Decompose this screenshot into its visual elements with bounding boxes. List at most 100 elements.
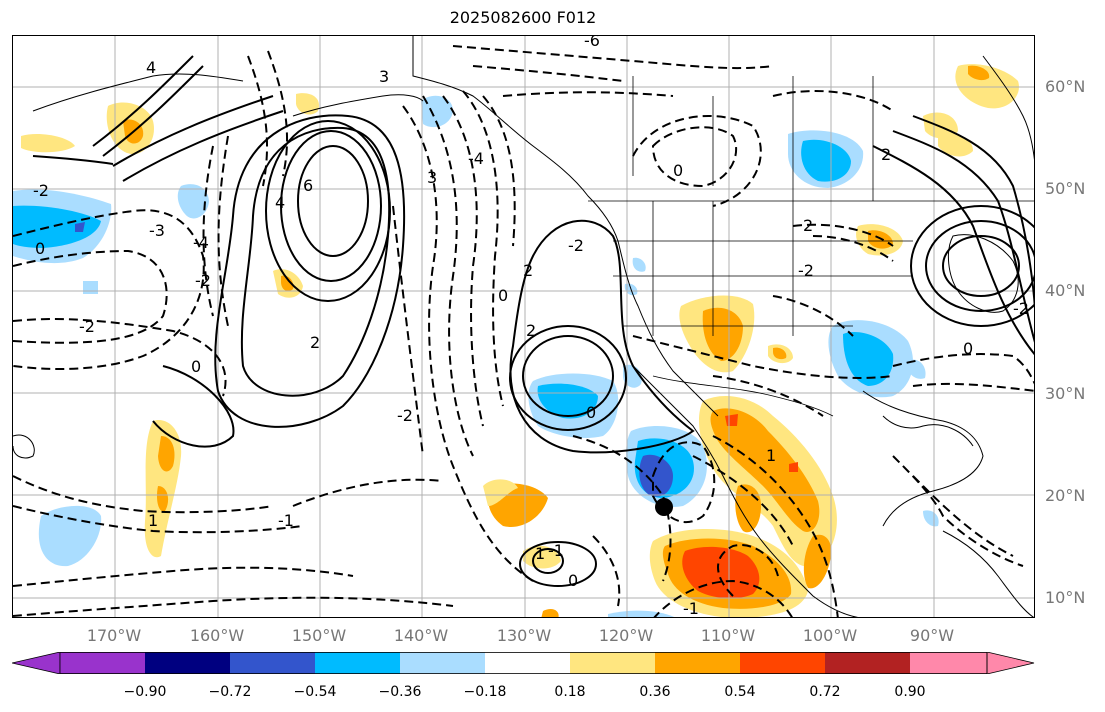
warm-patch	[296, 93, 319, 115]
latitude-label: 40°N	[1045, 281, 1086, 300]
cold-patch	[923, 510, 939, 527]
colorbar-segment	[230, 652, 315, 674]
cold-patch	[537, 383, 598, 419]
contour-label: 2	[523, 261, 533, 280]
warm-patch	[541, 609, 559, 617]
map-title: 2025082600 F012	[449, 8, 597, 27]
cold-patch	[632, 257, 646, 272]
cold-patch	[908, 359, 926, 379]
colorbar-tick-label: −0.18	[463, 684, 507, 700]
warm-patch	[281, 275, 294, 292]
latitude-label: 60°N	[1045, 77, 1086, 96]
colorbar	[12, 652, 1035, 674]
contour-label: -6	[584, 36, 600, 50]
warm-patch	[803, 534, 832, 589]
warm-patch	[773, 347, 787, 360]
colorbar-segment	[485, 652, 570, 674]
contour-label: -2	[33, 181, 49, 200]
contour-label: 1	[148, 511, 158, 530]
contour-label: 0	[35, 239, 45, 258]
colorbar-segment	[60, 652, 145, 674]
warm-patch	[725, 414, 738, 426]
contour-label: 2	[310, 333, 320, 352]
colorbar-extend-low	[12, 652, 61, 674]
borders	[588, 76, 1034, 417]
contour-label: -2	[798, 261, 814, 280]
contour-label: 0	[498, 286, 508, 305]
colorbar-tick-label: −0.90	[123, 684, 167, 700]
contour-label: 3	[379, 67, 389, 86]
contour-label: -2	[195, 271, 211, 290]
colorbar-tick-label: 0.90	[894, 684, 926, 700]
contour-label: -4	[468, 149, 484, 168]
longitude-label: 120°W	[598, 626, 654, 645]
contour-label: 6	[303, 176, 313, 195]
contour-label: 4	[146, 58, 156, 77]
colorbar-tick-label: −0.54	[293, 684, 337, 700]
colorbar-tick-label: −0.72	[208, 684, 252, 700]
warm-patch	[483, 479, 518, 506]
colorbar-segment	[910, 652, 987, 674]
longitude-label: 170°W	[86, 626, 142, 645]
warm-patch	[955, 64, 1019, 109]
contour-label: 2	[803, 216, 813, 235]
contour-label: 1	[535, 544, 545, 563]
contour-label: -1	[683, 599, 699, 618]
map-canvas: 6 4 2 0 -2 -4 -3 3 -6 4 -4 0 2 -2 0 2 -2…	[13, 36, 1034, 618]
warm-patch	[968, 65, 990, 81]
warm-patch	[789, 462, 798, 472]
contour-label: -4	[193, 233, 209, 252]
cold-patch	[177, 184, 209, 219]
warm-patch	[923, 112, 958, 139]
colorbar-segment	[825, 652, 910, 674]
colorbar-segment	[145, 652, 230, 674]
contour-label: -2	[397, 406, 413, 425]
longitude-label: 90°W	[909, 626, 955, 645]
contour-label: 4	[275, 193, 285, 212]
contour-label: -2	[1013, 299, 1029, 318]
contour-label: 0	[586, 403, 596, 422]
warm-patch	[735, 484, 761, 533]
longitude-label: 100°W	[802, 626, 858, 645]
cold-patch	[83, 281, 98, 294]
storm-position-dot	[655, 498, 673, 516]
warm-patch	[158, 436, 175, 472]
warm-patch	[21, 134, 75, 153]
cold-patch	[801, 139, 851, 182]
colorbar-tick-label: 0.36	[639, 684, 671, 700]
shaded-fields	[13, 64, 1019, 617]
cold-patch	[608, 610, 674, 617]
cold-patch	[421, 95, 453, 128]
colorbar-segment	[570, 652, 655, 674]
contours-dashed	[13, 45, 1034, 617]
colorbar-tick-label: −0.36	[378, 684, 422, 700]
colorbar-segment	[315, 652, 400, 674]
contour-label: 1	[766, 446, 776, 465]
contour-label: -1	[278, 511, 294, 530]
coastlines	[13, 36, 1034, 617]
warm-patch	[156, 486, 169, 512]
contours-solid	[32, 55, 1034, 587]
longitude-label: 130°W	[496, 626, 552, 645]
colorbar-tick-label: 0.18	[554, 684, 586, 700]
longitude-label: 110°W	[700, 626, 756, 645]
colorbar-extend-high	[986, 652, 1035, 674]
cold-patch	[75, 222, 85, 232]
contour-label: -2	[79, 317, 95, 336]
longitude-label: 160°W	[189, 626, 245, 645]
contour-label: 2	[526, 321, 536, 340]
cold-patch	[639, 454, 673, 497]
contour-labels: 6 4 2 0 -2 -4 -3 3 -6 4 -4 0 2 -2 0 2 -2…	[33, 36, 1029, 618]
colorbar-segment	[740, 652, 825, 674]
latitude-label: 30°N	[1045, 384, 1086, 403]
latitude-label: 50°N	[1045, 179, 1086, 198]
contour-label: 2	[881, 145, 891, 164]
map-panel: 6 4 2 0 -2 -4 -3 3 -6 4 -4 0 2 -2 0 2 -2…	[12, 35, 1035, 618]
cold-patch	[843, 332, 894, 386]
longitude-label: 150°W	[291, 626, 347, 645]
colorbar-segment	[655, 652, 740, 674]
colorbar-tick-label: 0.72	[809, 684, 841, 700]
longitude-label: 140°W	[393, 626, 449, 645]
contour-label: 0	[191, 357, 201, 376]
contour-label: 0	[963, 339, 973, 358]
